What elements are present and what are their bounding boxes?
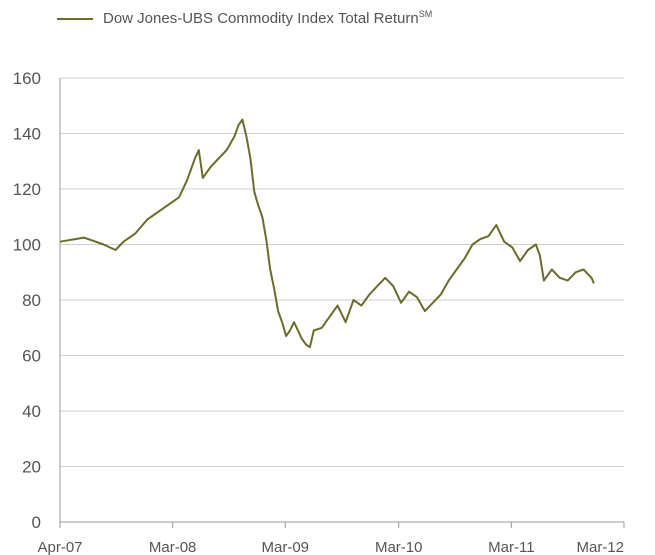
y-tick-label-60: 60 (22, 347, 41, 366)
x-tick-label-5: Mar-12 (576, 539, 624, 555)
x-tick-label-4: Mar-11 (488, 539, 534, 555)
legend-swatch (57, 18, 93, 20)
y-tick-label-20: 20 (22, 458, 41, 477)
y-tick-label-160: 160 (13, 69, 41, 88)
y-tick-label-120: 120 (13, 180, 41, 199)
series-line-0 (59, 118, 595, 349)
x-tick-label-3: Mar-10 (375, 539, 423, 555)
y-tick-label-140: 140 (13, 125, 41, 144)
x-tick-label-1: Mar-08 (149, 539, 197, 555)
legend-label-text: Dow Jones-UBS Commodity Index Total Retu… (103, 10, 419, 27)
y-tick-label-100: 100 (13, 236, 41, 255)
y-tick-label-0: 0 (32, 513, 41, 532)
legend-label-superscript: SM (418, 9, 433, 19)
legend-label: Dow Jones-UBS Commodity Index Total Retu… (103, 9, 432, 27)
legend: Dow Jones-UBS Commodity Index Total Retu… (0, 0, 655, 40)
y-tick-label-80: 80 (22, 291, 41, 310)
y-tick-label-40: 40 (22, 402, 41, 421)
x-tick-label-0: Apr-07 (37, 539, 82, 555)
x-tick-label-2: Mar-09 (262, 539, 310, 555)
